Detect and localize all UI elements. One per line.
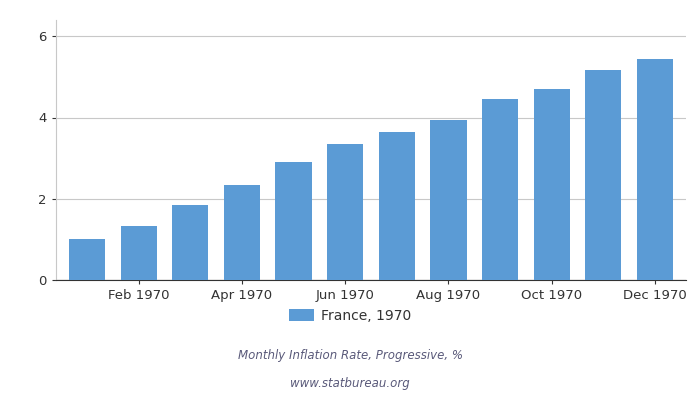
Legend: France, 1970: France, 1970 [284, 303, 416, 328]
Bar [224, 184, 260, 280]
Bar [172, 205, 209, 280]
Bar [120, 226, 157, 280]
Bar [379, 132, 415, 280]
Bar [69, 238, 105, 280]
Bar [327, 144, 363, 280]
Text: www.statbureau.org: www.statbureau.org [290, 378, 410, 390]
Bar [637, 58, 673, 280]
Bar [585, 70, 622, 280]
Bar [533, 89, 570, 280]
Bar [482, 99, 518, 280]
Bar [430, 120, 466, 280]
Bar [276, 162, 312, 280]
Text: Monthly Inflation Rate, Progressive, %: Monthly Inflation Rate, Progressive, % [237, 350, 463, 362]
